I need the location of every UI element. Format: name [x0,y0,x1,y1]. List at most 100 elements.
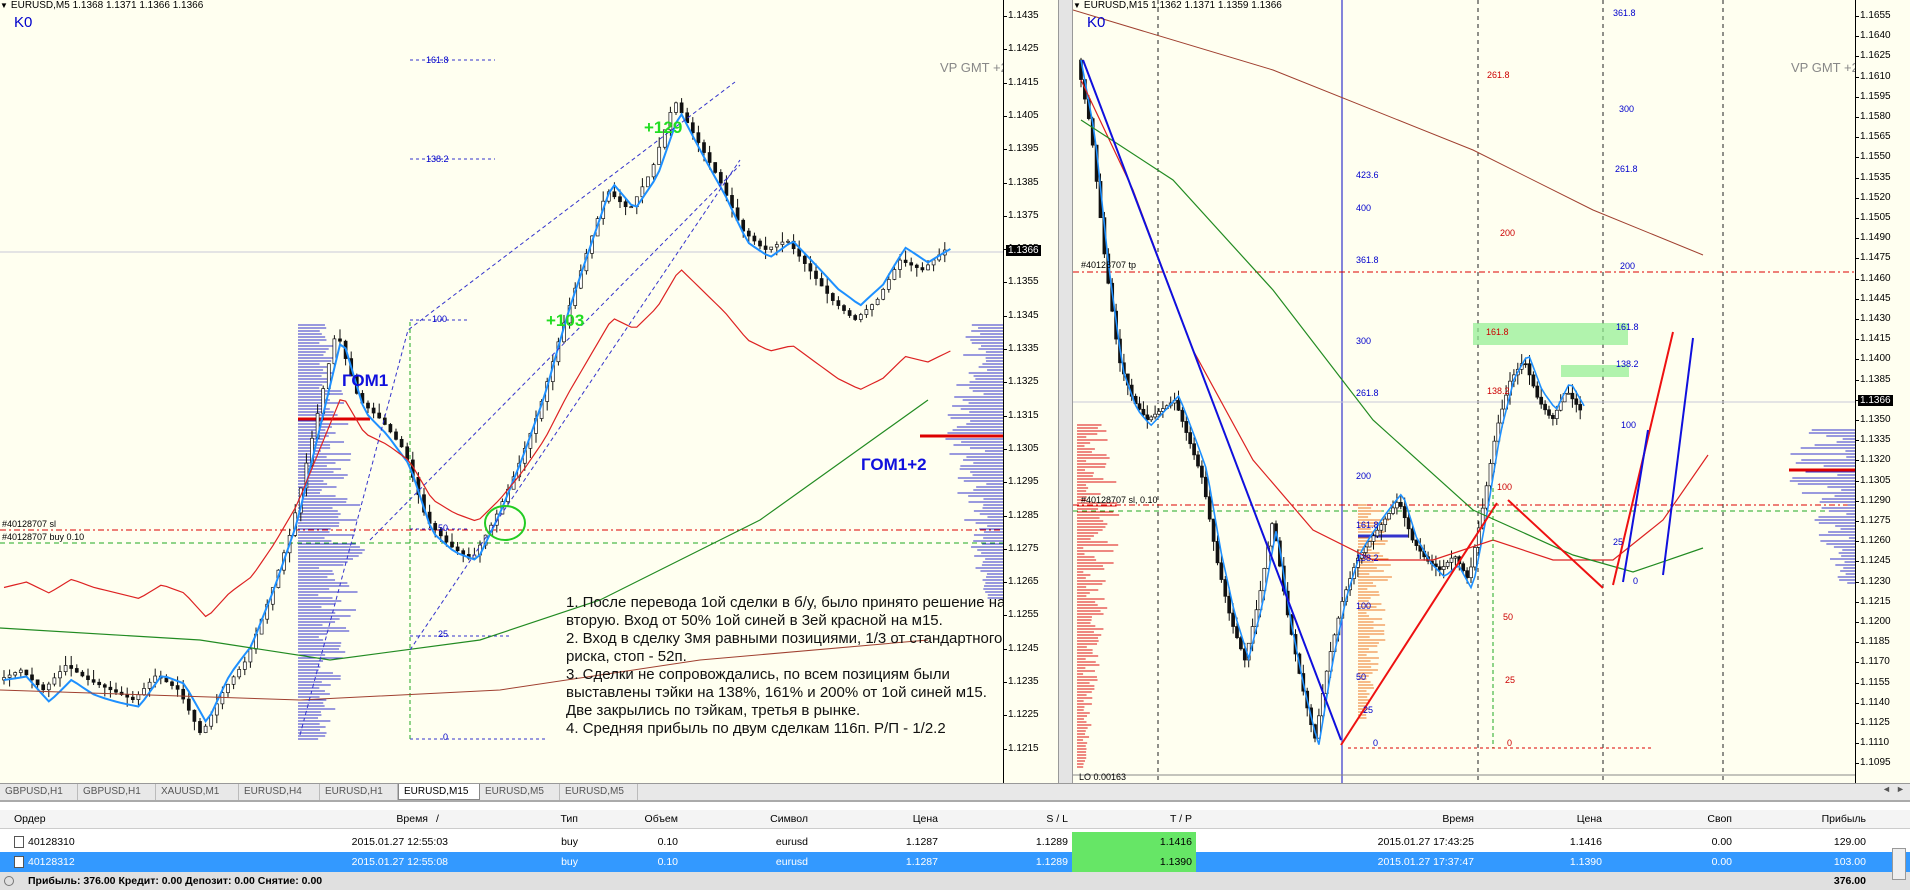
terminal-scrollbar[interactable] [1892,848,1906,880]
tab-gbpusd-h1[interactable]: GBPUSD,H1 [78,784,156,800]
header-tp[interactable]: T / P [1170,813,1192,825]
tab-xauusd-m1[interactable]: XAUUSD,M1 [156,784,239,800]
price-tick: 1.1640 [1856,30,1891,42]
tab-eurusd-h4[interactable]: EURUSD,H4 [239,784,320,800]
candle-body [153,675,158,683]
candle-body [86,675,90,680]
candle-body [1239,637,1243,650]
header-order[interactable]: Ордер [14,813,46,825]
header-price[interactable]: Цена [912,813,938,825]
tab-eurusd-h1[interactable]: EURUSD,H1 [320,784,398,800]
candle-body [668,112,673,131]
fib-level-label: 261.8 [1615,164,1638,174]
candle-body [63,665,68,673]
fib-level-label: 261.8 [1356,388,1379,398]
candle-body [1578,404,1583,411]
header-type[interactable]: Тип [560,813,578,825]
candle-body [696,132,701,143]
price-tick: 1.1290 [1856,494,1891,506]
candle-body [870,304,874,310]
left-chart-canvas[interactable] [0,0,1058,783]
order-document-icon [14,836,24,849]
candle-body [1395,501,1399,509]
tab-eurusd-m5[interactable]: EURUSD,M5 [480,784,560,800]
candle-body [97,681,102,686]
account-summary-row: Прибыль: 376.00 Кредит: 0.00 Депозит: 0.… [0,872,1910,890]
candle-body [1465,570,1469,579]
tab-eurusd-m5[interactable]: EURUSD,M5 [560,784,638,800]
candle-body [136,694,141,700]
tab-scroll-left-icon[interactable]: ◄ [1882,784,1891,794]
candle-body [433,523,438,530]
fib-level-label: 100 [1497,482,1513,492]
candle-body [394,431,398,440]
order-row-selected[interactable]: 40128312 2015.01.27 12:55:08 buy 0.10 eu… [0,852,1910,872]
candle-body [618,196,622,203]
candle-body [920,267,925,271]
left-price-axis[interactable]: 1.1435 1.1425 1.1415 1.1405 1.1395 1.1385 1.13… [1003,0,1058,783]
current-price-marker: 1.1366 [1006,245,1041,256]
header-close-price[interactable]: Цена [1576,813,1602,825]
candle-body [220,692,225,705]
header-close-time[interactable]: Время [1442,813,1474,825]
price-tick: 1.1445 [1856,292,1891,304]
header-swap[interactable]: Своп [1707,813,1732,825]
tab-scroll-right-icon[interactable]: ► [1896,784,1905,794]
order-profit: 103.00 [1833,856,1866,868]
candle-body [74,668,79,673]
price-tick: 1.1345 [1004,309,1039,321]
right-chart-canvas[interactable] [1073,0,1910,783]
candle-body [1215,541,1220,564]
right-chart-eurusd-m15[interactable]: ▼ EURUSD,M15 1.1362 1.1371 1.1359 1.1366 … [1073,0,1910,783]
header-profit[interactable]: Прибыль [1821,813,1866,825]
candle-body [181,688,186,700]
price-tick: 1.1565 [1856,131,1891,143]
candle-body [108,686,113,691]
price-tick: 1.1275 [1856,515,1891,526]
candle-body [1270,523,1274,547]
order-row[interactable]: 40128310 2015.01.27 12:55:03 buy 0.10 eu… [0,832,1910,852]
candle-body [763,245,768,250]
candle-body [674,102,678,113]
candle-body [864,309,869,315]
price-tick: 1.1230 [1856,575,1891,587]
price-tick: 1.1140 [1856,696,1890,708]
candle-body [1484,485,1489,509]
candle-body [147,681,152,689]
left-chart-eurusd-m5[interactable]: ▼ EURUSD,M5 1.1368 1.1371 1.1366 1.1366 K… [0,0,1058,783]
candle-body [646,176,650,188]
close-price: 1.1416 [1569,836,1602,848]
candle-body [438,529,443,537]
fib-label-50: 50 [438,523,449,533]
right-price-axis[interactable]: 1.1655 1.1640 1.1625 1.1610 1.1595 1.1580 1.15… [1855,0,1910,783]
candle-body [198,721,202,733]
price-tick: 1.1595 [1856,90,1891,102]
fib-level-label: 50 [1503,612,1514,622]
header-time[interactable]: Время [396,813,428,825]
candle-body [13,672,18,676]
stop-loss: 1.1289 [1035,856,1068,868]
header-sort-indicator[interactable]: / [436,813,439,825]
order-symbol: eurusd [775,836,808,848]
left-vp-label: VP GMT +2 [940,60,1008,75]
chart-splitter[interactable] [1058,0,1073,783]
gain-129-label: +129 [644,118,683,137]
header-volume[interactable]: Объем [644,813,678,825]
candle-body [1383,518,1388,526]
note-line-4: 4. Средняя прибыль по двум сделкам 116п.… [566,720,946,737]
candle-body [1574,398,1579,405]
candle-body [1398,501,1403,507]
fib-level-label: 0 [1373,738,1379,748]
order-symbol: eurusd [775,856,808,868]
tab-gbpusd-h1[interactable]: GBPUSD,H1 [0,784,78,800]
header-sl[interactable]: S / L [1046,813,1068,825]
collapse-triangle-icon[interactable]: ▼ [0,1,8,10]
channel-line [369,164,741,541]
collapse-triangle-icon[interactable]: ▼ [1073,1,1081,10]
header-symbol[interactable]: Символ [770,813,808,825]
candle-body [808,263,813,272]
candle-body [170,681,174,686]
candle-body [1235,626,1239,639]
price-tick: 1.1285 [1004,509,1039,521]
tab-eurusd-m15[interactable]: EURUSD,M15 [398,784,480,800]
